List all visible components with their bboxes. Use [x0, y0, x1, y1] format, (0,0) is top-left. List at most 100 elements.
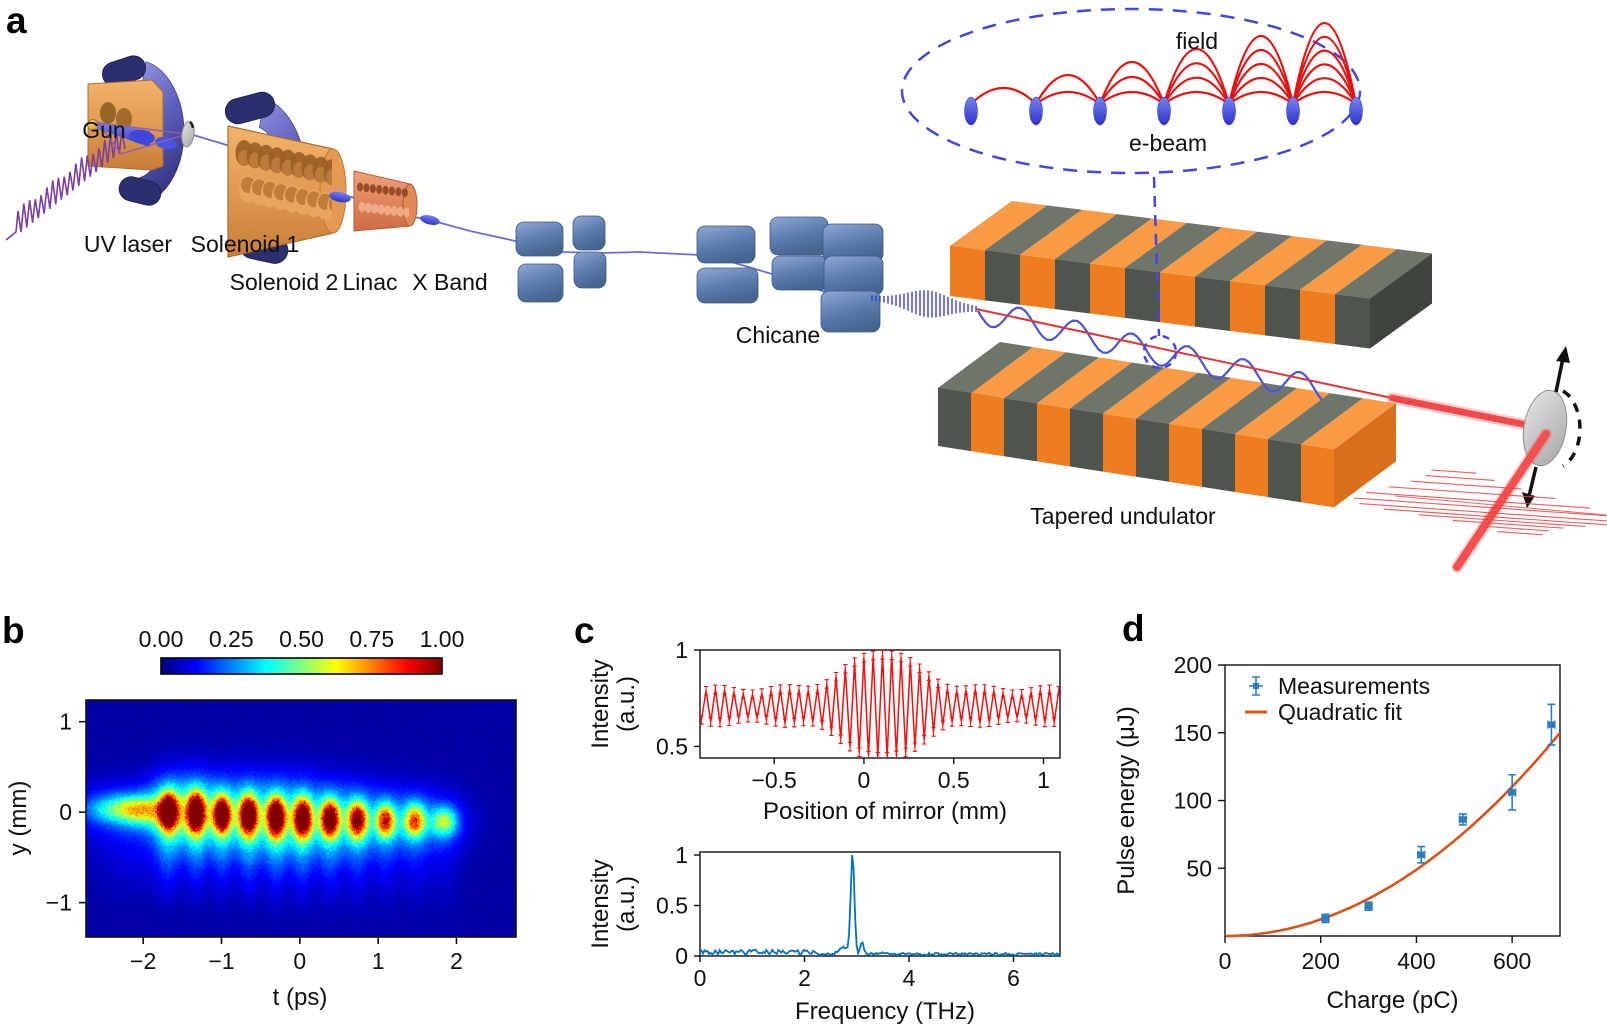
interferogram-frame — [699, 649, 1061, 759]
y-tick-label: 0 — [675, 943, 688, 969]
inset-connector-line — [1152, 176, 1161, 337]
undulator-magnet-front — [985, 250, 1020, 305]
undulator-magnet-front — [1055, 259, 1090, 314]
fringe-line — [1425, 475, 1495, 481]
label-tapered-undulator: Tapered undulator — [1030, 503, 1216, 529]
y-axis-title: (a.u.) — [613, 876, 640, 932]
chicane-magnet — [820, 290, 881, 333]
gun-cavity — [116, 108, 132, 130]
xband-cavity-lower — [403, 207, 409, 218]
x-tick-label: 0 — [1219, 948, 1232, 974]
x-tick-label: 400 — [1397, 948, 1435, 974]
measurement-point — [1508, 789, 1516, 796]
field-arc — [1163, 91, 1230, 105]
xband-cavity — [369, 184, 376, 194]
fringe-line — [1359, 503, 1607, 522]
field-arc — [1228, 91, 1294, 105]
inset-dashed-ellipse — [900, 7, 1362, 175]
y-tick-label: 1 — [675, 842, 688, 868]
field-arc — [1228, 77, 1294, 105]
x-tick-label: 0 — [858, 767, 871, 793]
inset-electron-bunch — [1157, 96, 1171, 126]
panel-b-chart: 0.00 0.25 0.50 0.75 1.00 −2 −1 0 1 2 1 0 −1 t (ps) y (… — [5, 626, 517, 1011]
solenoid1-cap-bottom — [118, 176, 162, 206]
uv-laser-path — [96, 122, 188, 155]
inset-electron-bunch — [1349, 96, 1363, 126]
x-axis-title: Frequency (THz) — [795, 998, 975, 1025]
undulator-magnet-front — [1335, 294, 1370, 349]
y-axis-title: (a.u.) — [613, 676, 640, 732]
undulator-magnet-top — [1335, 249, 1432, 299]
xband-cavity — [401, 188, 408, 198]
bunch-train-heatmap — [86, 700, 516, 937]
undulator-magnet-top — [1055, 214, 1152, 264]
field-arc — [1163, 76, 1230, 105]
x-tick-label: 0 — [694, 965, 707, 991]
undulator-magnet-front — [1169, 423, 1202, 487]
x-axis-title: Position of mirror (mm) — [763, 798, 1007, 825]
undulator-magnet-front — [1004, 398, 1037, 462]
x-tick-label: 2 — [450, 948, 463, 974]
electron-wiggle-trajectory — [977, 306, 1323, 401]
undulator-magnet-top — [938, 342, 1033, 394]
undulator-magnet-top — [1169, 377, 1264, 429]
undulator-magnet-front — [971, 393, 1004, 457]
colorbar-tick-label: 0.00 — [139, 626, 184, 652]
colorbar-tick-label: 0.75 — [349, 626, 394, 652]
undulator-magnet-front — [1268, 439, 1301, 503]
chicane-magnet — [573, 251, 607, 289]
chicane-magnet — [696, 267, 759, 304]
field-arc — [1292, 77, 1357, 105]
undulator-top-end-face — [1370, 253, 1432, 349]
chicane-magnet — [517, 263, 564, 303]
fringe-line — [1431, 469, 1477, 474]
down-arrow-head — [1522, 492, 1535, 508]
fringe-line — [1384, 508, 1607, 526]
inset-electron-bunch — [1222, 96, 1236, 126]
x-axis-title: t (ps) — [273, 984, 328, 1011]
inset-electron-bunch — [1093, 96, 1107, 126]
y-tick-label: 0.5 — [656, 733, 688, 759]
field-arc — [1291, 35, 1358, 105]
xband-cavity-lower — [377, 204, 385, 215]
measurement-point — [1459, 816, 1467, 823]
laser-mirror — [181, 120, 195, 148]
up-arrow — [1554, 357, 1565, 393]
panel-a-diagram: Gun UV laser Solenoid 1 Solenoid 2 Linac… — [5, 7, 1607, 573]
linac-cavities — [235, 140, 332, 223]
x-axis-title: Charge (pC) — [1326, 987, 1458, 1014]
y-axis-title: Intensity — [587, 859, 614, 948]
label-uv-laser: UV laser — [84, 231, 173, 257]
fringe-line — [1366, 491, 1590, 509]
undulator-magnet-top — [1004, 352, 1099, 404]
undulator-magnet-top — [1103, 367, 1198, 419]
chicane-magnet — [572, 215, 606, 251]
field-arc — [1227, 35, 1295, 105]
field-arc — [1162, 62, 1231, 105]
fringe-line-long — [1394, 495, 1607, 516]
electron-bunch — [329, 191, 351, 203]
undulator-magnet-top — [1160, 227, 1257, 277]
reflected-beam — [1453, 430, 1550, 571]
undulator-magnet-front — [950, 246, 985, 301]
x-tick-label: 1 — [372, 948, 385, 974]
label-solenoid-2: Solenoid 2 — [230, 269, 339, 295]
down-arrow — [1527, 466, 1538, 497]
undulator-magnet-front — [938, 388, 971, 452]
xband-cavity-lower — [396, 206, 404, 217]
undulator-magnet-front — [1230, 281, 1265, 336]
undulator-magnet-top — [985, 205, 1082, 255]
field-arc — [1292, 91, 1357, 105]
solenoid2-cap-top — [224, 91, 276, 125]
chicane-magnet — [771, 255, 829, 291]
undulator-magnet-front — [1090, 263, 1125, 318]
undulator-magnet-front — [1301, 444, 1334, 508]
xband-cavity — [376, 184, 383, 194]
interferogram-series — [700, 650, 1060, 758]
undulator-magnet-top — [1301, 398, 1396, 450]
electron-bunch — [155, 136, 177, 150]
x-tick-label: 0.5 — [938, 767, 970, 793]
colorbar-tick-label: 0.50 — [279, 626, 324, 652]
label-gun: Gun — [82, 117, 125, 143]
undulator-magnet-front — [1136, 418, 1169, 482]
